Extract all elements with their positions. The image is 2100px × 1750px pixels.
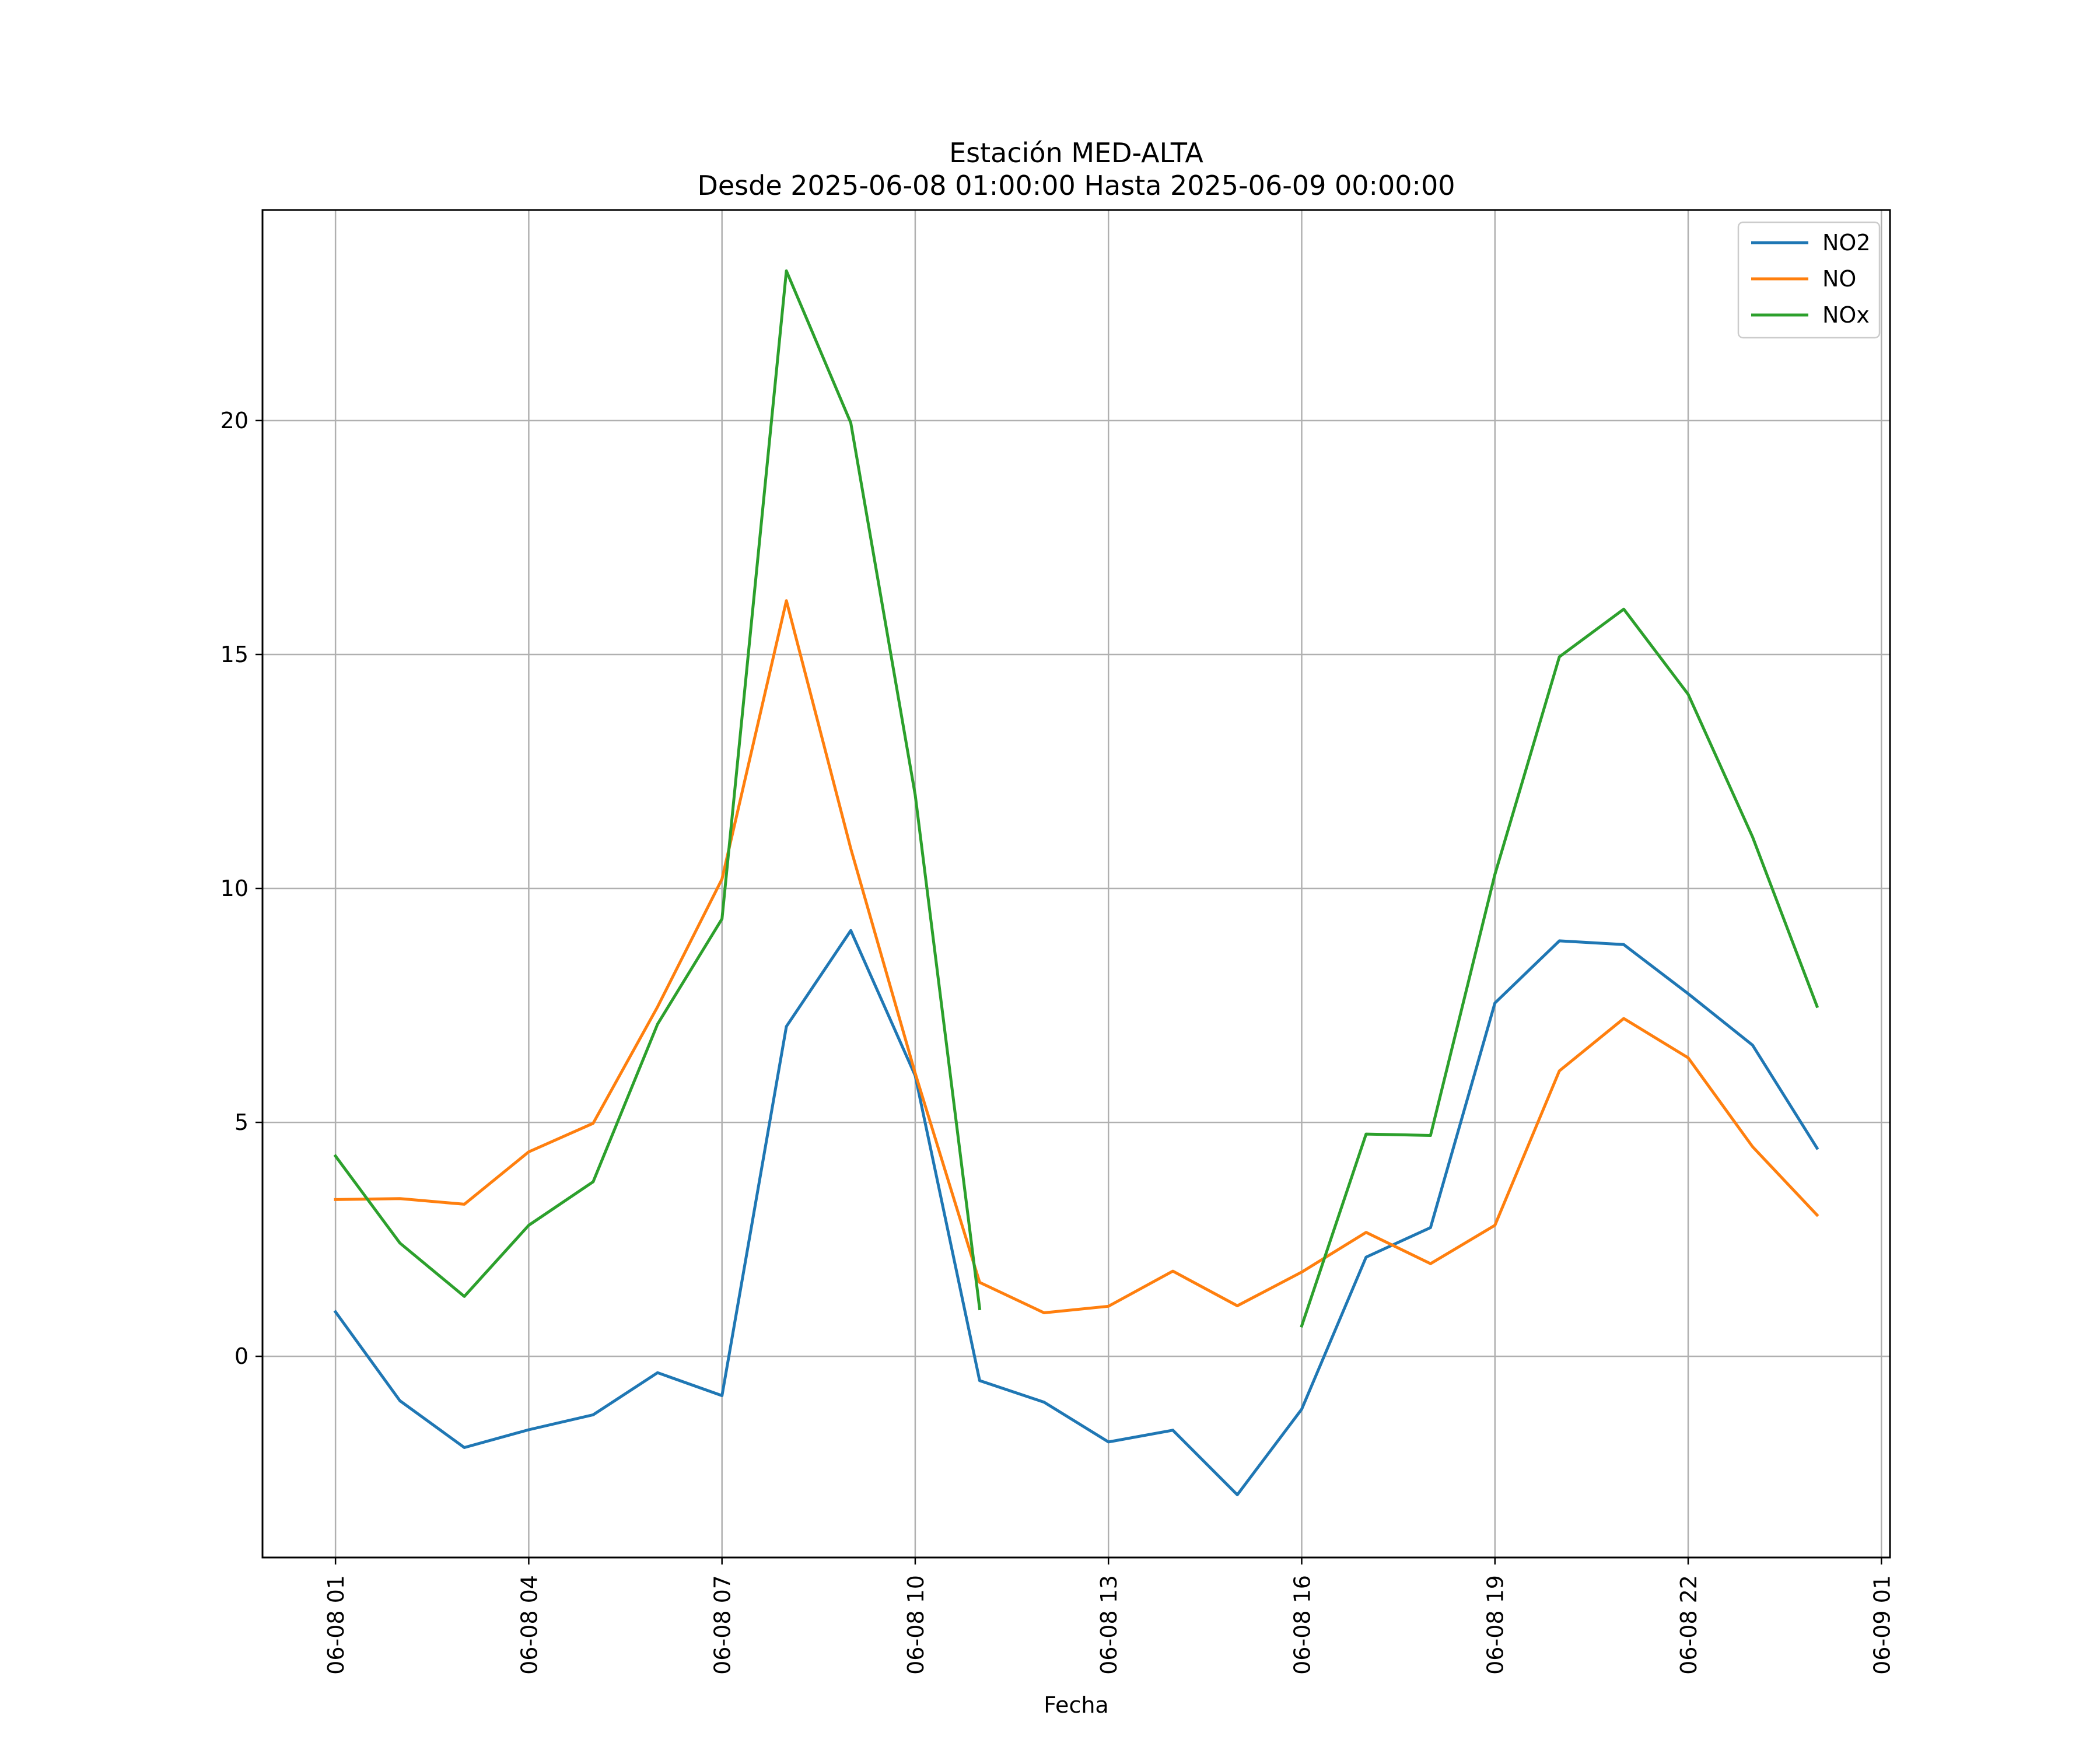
x-tick-label: 06-08 07 (710, 1575, 736, 1675)
chart-subtitle: Desde 2025-06-08 01:00:00 Hasta 2025-06-… (697, 170, 1455, 201)
y-tick-label: 15 (220, 642, 249, 667)
legend-label-no2: NO2 (1822, 230, 1871, 256)
grid-lines (262, 210, 1890, 1558)
x-tick-label: 06-08 22 (1676, 1575, 1702, 1675)
x-tick-label: 06-08 04 (516, 1575, 542, 1675)
series-line-nox (333, 269, 982, 1311)
y-tick-label: 10 (220, 876, 249, 901)
axis-ticks: 0 5 10 15 20 06-08 01 06-08 04 06-08 07 06-08 10… (220, 408, 1895, 1675)
series-line-no2 (333, 929, 1819, 1496)
x-axis-label: Fecha (1044, 1692, 1108, 1718)
y-tick-label: 5 (235, 1110, 249, 1135)
series-lines (333, 269, 1819, 1496)
series-line-no (334, 599, 1819, 1314)
plot-frame (261, 209, 1891, 1559)
legend-box (1737, 221, 1881, 339)
chart-title: Estación MED-ALTA (949, 137, 1203, 169)
series-line-nox (1300, 607, 1819, 1328)
y-tick-label: 0 (235, 1343, 249, 1369)
series-no2 (333, 929, 1819, 1496)
x-tick-label: 06-08 16 (1289, 1575, 1315, 1675)
y-tick-label: 20 (220, 408, 249, 433)
x-tick-label: 06-08 10 (903, 1575, 929, 1675)
legend-label-no: NO (1822, 266, 1856, 292)
x-tick-label: 06-08 13 (1096, 1575, 1122, 1675)
legend: NO2 NO NOx (1737, 221, 1881, 339)
legend-label-nox: NOx (1822, 302, 1870, 328)
series-nox (333, 269, 1819, 1328)
series-no (334, 599, 1819, 1314)
x-tick-label: 06-08 19 (1483, 1575, 1508, 1675)
x-tick-label: 06-08 01 (323, 1575, 349, 1675)
x-tick-label: 06-09 01 (1869, 1575, 1895, 1675)
